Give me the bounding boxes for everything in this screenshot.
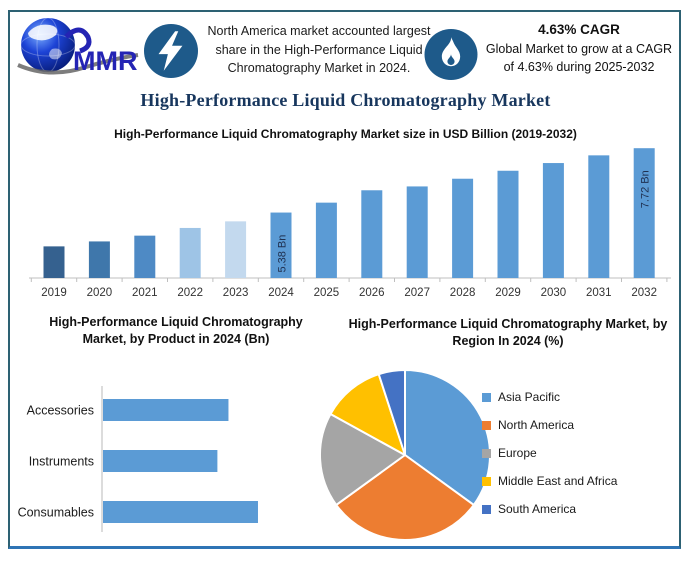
bar-value-label-2032: 7.72 Bn — [640, 170, 652, 208]
bar-2028 — [452, 178, 474, 278]
bar-accessories — [103, 399, 229, 421]
x-axis-label-2032: 2032 — [631, 287, 657, 299]
product-chart-title: High-Performance Liquid Chromatography M… — [49, 315, 303, 347]
legend-label-europe: Europe — [498, 446, 537, 460]
flame-badge — [424, 29, 478, 80]
x-axis-label-2024: 2024 — [268, 287, 294, 299]
logo-text: MMR — [73, 46, 137, 76]
legend-label-south-america: South America — [498, 502, 577, 516]
bar-2026 — [361, 190, 383, 278]
cagr-note: Global Market to grow at a CAGR of 4.63%… — [485, 42, 673, 74]
pie-slice-asia-pacific — [404, 369, 491, 506]
legend-swatch-south-america — [482, 504, 491, 514]
bar-2024 — [270, 212, 292, 278]
flame-icon — [441, 37, 461, 67]
bar-2025 — [315, 202, 337, 278]
legend-label-middle-east-and-africa: Middle East and Africa — [498, 474, 618, 488]
lightning-badge — [144, 24, 198, 78]
legend-swatch-asia-pacific — [482, 392, 491, 402]
bar-2019 — [43, 246, 65, 278]
bar-consumables — [103, 501, 258, 523]
x-axis-label-2029: 2029 — [495, 287, 521, 299]
bar-2029 — [497, 170, 519, 278]
legend-item-europe: Europe — [482, 446, 672, 460]
bar-value-label-2024: 5.38 Bn — [277, 235, 289, 273]
market-size-chart-title: High-Performance Liquid Chromatography M… — [114, 127, 577, 141]
legend-item-middle-east-and-africa: Middle East and Africa — [482, 474, 672, 488]
pie-slice-middle-east-and-africa — [329, 373, 406, 456]
legend-swatch-europe — [482, 448, 491, 458]
pie-slice-south-america — [377, 369, 406, 456]
logo-swoosh-top — [64, 27, 92, 54]
x-axis-label-2031: 2031 — [586, 287, 612, 299]
pie-slice-north-america — [335, 454, 475, 541]
product-bar-chart: Accessories Instruments Consumables — [18, 386, 258, 532]
x-axis-label-2030: 2030 — [541, 287, 567, 299]
bar-2020 — [88, 241, 110, 278]
logo-swoosh-bottom — [17, 53, 139, 75]
bar-2032 — [633, 148, 655, 278]
x-axis-label-2020: 2020 — [87, 287, 113, 299]
mmr-logo: MMR — [17, 17, 139, 76]
cagr-block: 4.63% CAGR Global Market to grow at a CA… — [480, 22, 678, 76]
market-size-bar-chart: 2019 2020 2021 2022 2023 2024 5.38 Bn 2025 2026 2… — [29, 148, 671, 299]
category-label-consumables: Consumables — [18, 506, 94, 520]
x-axis-label-2028: 2028 — [450, 287, 476, 299]
bar-2022 — [179, 227, 201, 278]
x-axis-label-2023: 2023 — [223, 287, 249, 299]
bar-2027 — [406, 186, 428, 278]
bar-instruments — [103, 450, 218, 472]
lightning-icon — [158, 31, 183, 71]
region-pie-chart — [319, 369, 491, 541]
bar-2031 — [588, 155, 610, 278]
x-axis-label-2021: 2021 — [132, 287, 158, 299]
pie-slice-europe — [319, 413, 406, 506]
legend-label-asia-pacific: Asia Pacific — [498, 390, 561, 404]
x-axis-label-2027: 2027 — [404, 287, 430, 299]
x-axis-label-2025: 2025 — [314, 287, 340, 299]
page-title: High-Performance Liquid Chromatography M… — [140, 90, 551, 110]
bar-2030 — [542, 163, 564, 278]
bar-2023 — [225, 221, 247, 278]
legend-item-south-america: South America — [482, 502, 672, 516]
legend-item-asia-pacific: Asia Pacific — [482, 390, 672, 404]
x-axis-label-2026: 2026 — [359, 287, 385, 299]
x-axis-label-2019: 2019 — [41, 287, 67, 299]
legend-swatch-middle-east-and-africa — [482, 476, 491, 486]
bar-2021 — [134, 235, 156, 278]
legend-swatch-north-america — [482, 420, 491, 430]
category-label-accessories: Accessories — [27, 404, 94, 418]
cagr-title: 4.63% CAGR — [538, 22, 620, 37]
region-chart-title: High-Performance Liquid Chromatography M… — [348, 317, 668, 349]
legend-item-north-america: North America — [482, 418, 672, 432]
x-axis-label-2022: 2022 — [177, 287, 203, 299]
highlight-note: North America market accounted largest s… — [207, 24, 431, 75]
legend-label-north-america: North America — [498, 418, 575, 432]
region-legend: Asia Pacific North America Europe Middle Ea… — [482, 390, 672, 530]
category-label-instruments: Instruments — [29, 455, 94, 469]
